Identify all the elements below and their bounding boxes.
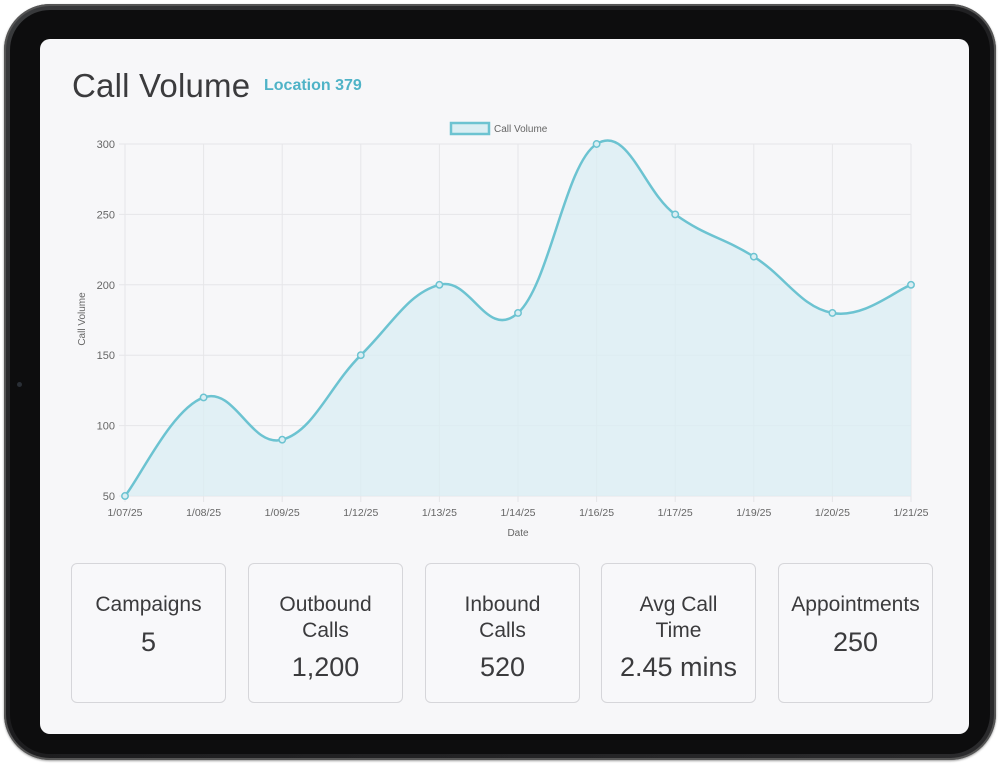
- x-tick-label: 1/13/25: [422, 507, 457, 519]
- y-tick-labels: 50 100 150 200 250 300: [97, 139, 115, 503]
- data-point: [356, 351, 365, 360]
- stat-value: 1,200: [291, 652, 360, 682]
- data-point: [435, 280, 444, 289]
- page-title: Call Volume: [72, 67, 251, 104]
- x-tick-label: 1/21/25: [893, 507, 928, 519]
- stat-label: Inbound Calls: [464, 593, 541, 642]
- legend: Call Volume: [449, 121, 548, 136]
- stat-card-outbound-calls: Outbound Calls 1,200: [248, 563, 403, 703]
- stat-label: Appointments: [791, 593, 920, 616]
- data-point: [592, 140, 601, 148]
- x-tick-label: 1/20/25: [815, 507, 850, 519]
- stats-cards: Campaigns 5 Outbound Calls 1,200 Inbound Cal…: [71, 563, 934, 703]
- x-tick-label: 1/17/25: [658, 507, 693, 519]
- x-tick-label: 1/12/25: [343, 507, 378, 519]
- x-tick-labels: 1/07/25 1/08/25 1/09/25 1/12/25 1/13/25 1/14/…: [107, 507, 928, 519]
- y-tick-label: 200: [97, 280, 115, 292]
- stat-value: 520: [479, 652, 526, 682]
- data-point: [749, 252, 758, 261]
- y-axis-label: Call Volume: [77, 292, 88, 346]
- data-point: [671, 210, 680, 219]
- y-tick-label: 300: [97, 139, 115, 151]
- stat-card-campaigns: Campaigns 5: [71, 563, 226, 703]
- data-point: [278, 435, 287, 444]
- stat-value: 5: [140, 627, 157, 657]
- camera-dot: [17, 382, 22, 387]
- stat-label: Avg Call Time: [639, 593, 718, 642]
- stat-card-appointments: Appointments 250: [778, 563, 933, 703]
- stat-value: 2.45 mins: [619, 652, 738, 682]
- y-tick-label: 50: [103, 491, 115, 503]
- y-tick-label: 150: [97, 350, 115, 362]
- stat-value: 250: [832, 627, 879, 657]
- screen: Call Volume Location 379 50 100 150 200 250 3…: [40, 39, 969, 734]
- y-tick-label: 250: [97, 209, 115, 221]
- legend-swatch: [449, 121, 491, 136]
- location-label: Location 379: [264, 77, 362, 94]
- x-tick-label: 1/19/25: [736, 507, 771, 519]
- legend-label: Call Volume: [494, 124, 548, 135]
- x-tick-label: 1/09/25: [265, 507, 300, 519]
- data-point: [199, 393, 208, 402]
- x-axis-label: Date: [507, 528, 529, 539]
- stat-card-inbound-calls: Inbound Calls 520: [425, 563, 580, 703]
- stat-label: Campaigns: [95, 593, 202, 616]
- series-points: [121, 140, 915, 500]
- data-point: [121, 492, 129, 500]
- data-point: [514, 309, 522, 317]
- x-tick-label: 1/14/25: [500, 507, 535, 519]
- data-point: [907, 280, 915, 289]
- y-tick-label: 100: [97, 421, 115, 433]
- stat-label: Outbound Calls: [279, 593, 372, 642]
- tablet-frame: Call Volume Location 379 50 100 150 200 250 3…: [4, 4, 996, 760]
- x-tick-label: 1/08/25: [186, 507, 221, 519]
- x-tick-label: 1/07/25: [107, 507, 142, 519]
- stat-card-avg-call-time: Avg Call Time 2.45 mins: [601, 563, 756, 703]
- data-point: [828, 309, 837, 317]
- x-tick-label: 1/16/25: [579, 507, 614, 519]
